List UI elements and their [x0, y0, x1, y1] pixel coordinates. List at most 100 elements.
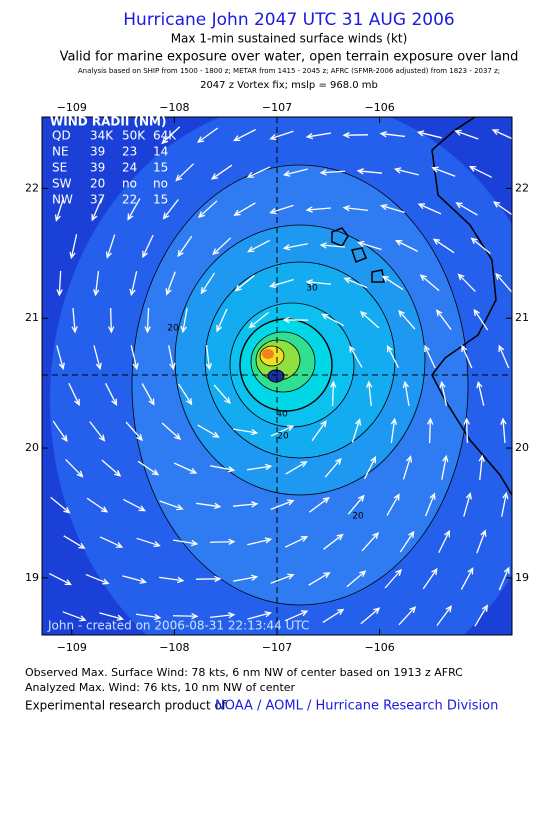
wind-arrow: [105, 234, 116, 259]
wind-arrow: [159, 576, 185, 584]
wind-arrow: [379, 131, 405, 138]
wind-arrow: [366, 380, 373, 407]
lat-label: 20: [25, 441, 39, 454]
wind-arrow: [399, 530, 415, 553]
wind-arrow: [177, 235, 193, 258]
wind-arrow: [123, 498, 146, 512]
wind-arrow: [457, 273, 476, 293]
wind-arrow: [210, 164, 233, 180]
wind-arrow: [210, 465, 236, 473]
wind-arrow: [308, 572, 331, 586]
wind-arrow: [269, 279, 294, 288]
wind-arrow: [439, 380, 448, 406]
analyzed: Analyzed Max. Wind: 76 kts, 10 nm NW of …: [25, 681, 296, 694]
wind-arrow: [101, 459, 122, 477]
wind-arrow: [233, 202, 256, 216]
wind-arrow: [346, 570, 367, 588]
wind-arrow: [49, 572, 73, 586]
wind-arrow: [270, 573, 295, 584]
wind-arrow: [197, 424, 220, 438]
lat-label: 21: [25, 311, 39, 324]
wind-arrow: [474, 604, 488, 627]
radii-cell: NW: [52, 193, 73, 207]
wind-arrow: [501, 491, 509, 517]
radii-cell: no: [153, 177, 168, 191]
lat-label: 19: [25, 571, 39, 584]
wind-arrow: [468, 166, 493, 178]
wind-arrow: [144, 307, 151, 334]
lon-label: −106: [365, 641, 395, 654]
wind-arrow: [50, 496, 71, 514]
wind-arrow: [476, 529, 487, 554]
wind-arrow: [364, 455, 377, 480]
wind-arrow: [99, 612, 125, 621]
wind-arrow: [247, 463, 273, 471]
wind-arrow: [402, 380, 410, 406]
product-link[interactable]: NOAA / AOML / Hurricane Research Divisio…: [215, 699, 498, 714]
wind-arrow: [380, 204, 405, 213]
contour-label: 20: [352, 512, 364, 522]
wind-arrow: [172, 612, 199, 620]
contour-label: 30: [306, 284, 318, 294]
wind-arrow: [137, 460, 160, 476]
wind-arrow: [69, 234, 78, 260]
wind-arrow: [343, 277, 368, 289]
wind-arrow: [91, 197, 103, 222]
wind-arrow: [282, 316, 309, 324]
wind-arrow: [422, 567, 438, 590]
wind-arrow: [270, 425, 295, 437]
wind-arrow: [402, 455, 413, 480]
wind-arrow: [89, 421, 106, 442]
wind-arrow: [478, 454, 485, 481]
wind-arrow: [417, 203, 442, 215]
wind-arrow: [136, 613, 162, 621]
wind-arrow: [108, 307, 115, 334]
radii-cell: 39: [90, 145, 105, 159]
wind-arrow: [142, 234, 154, 259]
wind-arrow: [62, 611, 87, 622]
wind-arrow: [498, 566, 510, 591]
map: 30 20 40 20 20: [42, 117, 512, 635]
lon-label: −107: [262, 641, 292, 654]
eye: [267, 369, 285, 383]
wind-arrow: [282, 168, 308, 177]
islands: [331, 227, 385, 283]
wind-arrow: [386, 493, 400, 516]
wind-arrow: [173, 539, 199, 547]
wind-arrow: [168, 345, 176, 371]
wind-arrow: [435, 309, 452, 331]
lon-label: −109: [57, 641, 87, 654]
wind-arrow: [127, 198, 141, 221]
wind-arrow: [205, 345, 213, 371]
wind-arrow: [56, 270, 63, 297]
wind-arrow: [234, 274, 255, 292]
vortex: 2047 z Vortex fix; mslp = 968.0 mb: [200, 80, 378, 91]
wind-arrow: [323, 533, 344, 550]
wind-arrow: [386, 344, 399, 369]
wind-arrow: [198, 200, 218, 219]
wind-arrow: [129, 271, 138, 297]
wind-arrow: [212, 237, 232, 256]
contour: [262, 349, 274, 359]
wind-arrow: [460, 567, 474, 590]
wind-arrow: [125, 421, 143, 442]
contour-label: 40: [276, 410, 288, 420]
wind-arrow: [161, 422, 182, 440]
wind-arrow: [54, 197, 65, 222]
wind-arrow: [330, 380, 337, 407]
product-prefix: Experimental research product of: [25, 699, 227, 713]
wind-arrow: [180, 308, 188, 334]
wind-arrow: [269, 130, 294, 141]
wind-arrow: [285, 461, 308, 475]
credit: John - created on 2006-08-31 22:13:44 UT…: [47, 619, 309, 633]
wind-arrow: [473, 308, 489, 331]
wind-arrow: [492, 201, 512, 216]
radii-cell: 24: [122, 161, 137, 175]
lat-label: 22: [515, 181, 529, 194]
lat-label: 21: [515, 311, 529, 324]
wind-arrow: [394, 239, 419, 252]
wind-arrow: [161, 126, 181, 145]
wind-arrow: [270, 499, 295, 510]
wind-arrow: [162, 199, 179, 220]
